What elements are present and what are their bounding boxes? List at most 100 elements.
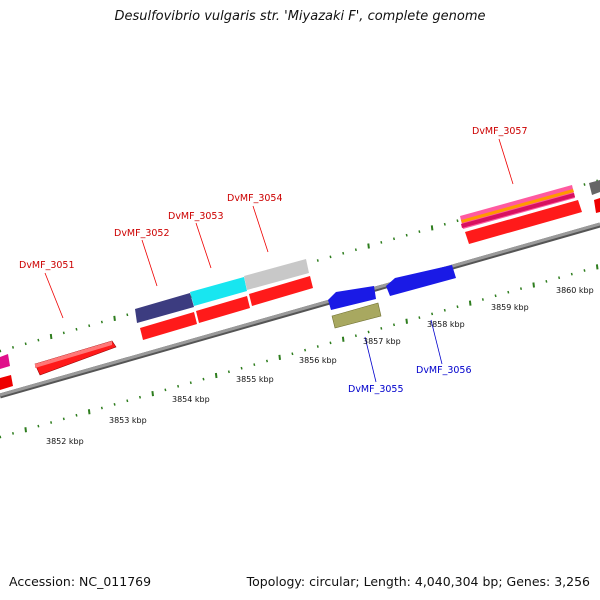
minor-tick bbox=[138, 395, 142, 399]
major-tick bbox=[87, 409, 91, 415]
minor-tick bbox=[265, 359, 269, 363]
topology-text: Topology: circular; Length: 4,040,304 bp… bbox=[246, 574, 590, 589]
minor-tick bbox=[37, 424, 40, 428]
minor-tick bbox=[418, 316, 421, 319]
minor-tick bbox=[126, 313, 129, 317]
scale-labels: 3852 kbp 3853 kbp 3854 kbp 3855 kbp 3856… bbox=[46, 286, 594, 446]
minor-tick bbox=[405, 233, 408, 237]
scale-label: 3857 kbp bbox=[363, 337, 401, 346]
major-tick bbox=[532, 282, 535, 288]
minor-tick bbox=[227, 370, 230, 374]
minor-tick bbox=[240, 366, 243, 370]
minor-tick bbox=[202, 377, 205, 381]
minor-tick bbox=[392, 237, 396, 241]
minor-tick bbox=[0, 435, 2, 439]
feature-dvmf-3055-block bbox=[331, 302, 382, 329]
gene-label: DvMF_3053 bbox=[168, 211, 224, 222]
minor-tick bbox=[443, 222, 446, 226]
minor-tick bbox=[62, 417, 65, 421]
minor-tick bbox=[494, 294, 497, 298]
gene-dvmf-3056-cds bbox=[386, 265, 456, 296]
minor-tick bbox=[50, 421, 53, 424]
gene-label: DvMF_3057 bbox=[472, 126, 528, 137]
gene-left-edge-red bbox=[0, 375, 13, 390]
minor-tick bbox=[545, 280, 548, 283]
minor-tick bbox=[0, 349, 2, 353]
major-tick bbox=[214, 372, 218, 379]
major-tick bbox=[278, 354, 281, 361]
gene-label-lines bbox=[44, 138, 514, 383]
minor-tick bbox=[316, 345, 319, 348]
major-tick bbox=[595, 264, 599, 270]
scale-label: 3854 kbp bbox=[172, 395, 210, 404]
minor-tick bbox=[392, 323, 396, 327]
gene-dvmf-3055-cds bbox=[328, 286, 376, 310]
minor-tick bbox=[342, 251, 345, 255]
minor-tick bbox=[37, 338, 40, 342]
minor-tick bbox=[380, 327, 383, 330]
minor-tick bbox=[570, 272, 573, 276]
map-title: Desulfovibrio vulgaris str. 'Miyazaki F'… bbox=[114, 9, 486, 24]
major-tick bbox=[151, 390, 154, 397]
minor-tick bbox=[11, 432, 15, 435]
minor-tick bbox=[583, 183, 586, 186]
gene-dvmf-3053-cds bbox=[196, 296, 250, 323]
minor-tick bbox=[100, 406, 103, 410]
gene-dvmf-3054-cds bbox=[249, 276, 313, 306]
scale-label: 3859 kbp bbox=[491, 303, 529, 312]
minor-tick bbox=[380, 241, 383, 244]
major-tick bbox=[430, 225, 434, 231]
minor-tick bbox=[329, 255, 332, 259]
minor-tick bbox=[354, 248, 357, 252]
major-tick bbox=[367, 243, 370, 249]
gene-dvmf-3057-cds bbox=[465, 200, 582, 244]
minor-tick bbox=[75, 413, 78, 417]
minor-tick bbox=[88, 324, 91, 328]
minor-tick bbox=[507, 290, 510, 294]
scale-label: 3852 kbp bbox=[46, 437, 84, 446]
gene-label: DvMF_3051 bbox=[19, 260, 75, 271]
gene-label: DvMF_3055 bbox=[348, 384, 404, 395]
gene-label: DvMF_3056 bbox=[416, 365, 472, 376]
minor-tick bbox=[418, 230, 421, 233]
feature-dvmf-3054-block bbox=[244, 259, 309, 290]
gene-label: DvMF_3054 bbox=[227, 193, 283, 204]
minor-tick bbox=[456, 219, 459, 223]
accession-text: Accession: NC_011769 bbox=[9, 574, 152, 589]
major-tick bbox=[113, 315, 116, 322]
minor-tick bbox=[189, 381, 192, 385]
feature-dvmf-3053-block bbox=[190, 277, 247, 306]
minor-tick bbox=[126, 399, 129, 403]
scale-label: 3853 kbp bbox=[109, 416, 147, 425]
minor-tick bbox=[253, 363, 256, 366]
major-tick bbox=[405, 318, 408, 324]
major-tick bbox=[24, 427, 27, 433]
gene-labels: DvMF_3051 DvMF_3052 DvMF_3053 DvMF_3054 … bbox=[19, 126, 528, 395]
minor-tick bbox=[75, 327, 78, 331]
minor-tick bbox=[177, 384, 180, 388]
major-tick bbox=[341, 336, 345, 342]
feature-dvmf-3052-block bbox=[135, 293, 194, 323]
gene-label: DvMF_3052 bbox=[114, 228, 170, 239]
minor-tick bbox=[354, 334, 357, 338]
minor-tick bbox=[431, 312, 434, 316]
gene-left-edge-pink bbox=[0, 354, 10, 369]
scale-label: 3860 kbp bbox=[556, 286, 594, 295]
minor-tick bbox=[583, 269, 586, 272]
minor-tick bbox=[367, 330, 370, 334]
minor-tick bbox=[100, 320, 103, 324]
minor-tick bbox=[481, 298, 484, 301]
feature-dvmf-3057-stack bbox=[460, 185, 575, 229]
minor-tick bbox=[329, 341, 332, 345]
minor-tick bbox=[11, 346, 15, 349]
gene-dvmf-3052-cds bbox=[140, 312, 197, 340]
minor-tick bbox=[519, 287, 523, 290]
scale-label: 3855 kbp bbox=[236, 375, 274, 384]
minor-tick bbox=[24, 342, 27, 346]
gene-dvmf-3051-cds bbox=[34, 340, 117, 376]
backbone bbox=[0, 222, 600, 399]
lower-tick-track bbox=[0, 264, 599, 439]
minor-tick bbox=[164, 388, 167, 392]
gene-right-edge-red bbox=[594, 198, 600, 213]
